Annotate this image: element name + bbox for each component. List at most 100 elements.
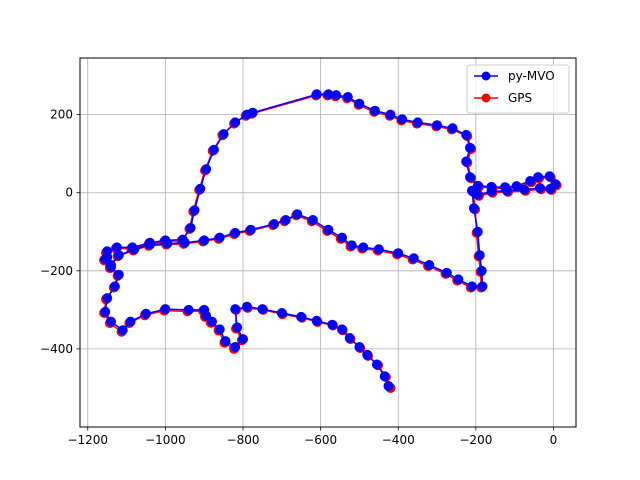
data-point-py-mvo: [102, 252, 113, 263]
data-point-py-mvo: [230, 117, 241, 128]
data-point-py-mvo: [195, 183, 206, 194]
axes-frame: [79, 57, 577, 428]
data-point-py-mvo: [109, 281, 120, 292]
data-point-py-mvo: [337, 324, 347, 335]
data-point-py-mvo: [141, 308, 151, 319]
data-point-py-mvo: [111, 242, 122, 253]
data-point-py-mvo: [534, 183, 545, 193]
data-point-py-mvo: [461, 156, 472, 167]
data-point-py-mvo: [323, 89, 334, 100]
x-tick-label: −400: [382, 433, 415, 447]
data-point-py-mvo: [280, 215, 291, 225]
data-point-py-mvo: [533, 172, 543, 183]
data-point-py-mvo: [199, 235, 210, 246]
y-tick-label: 200: [50, 108, 73, 122]
data-point-py-mvo: [292, 209, 303, 220]
data-point-py-mvo: [525, 176, 536, 186]
data-point-py-mvo: [393, 248, 404, 259]
data-point-py-mvo: [125, 316, 136, 327]
data-point-py-mvo: [208, 144, 219, 155]
data-point-py-mvo: [102, 293, 113, 304]
data-point-py-mvo: [545, 183, 556, 194]
x-tick-label: −1000: [145, 433, 186, 447]
data-point-py-mvo: [220, 336, 231, 347]
data-point-py-mvo: [424, 260, 435, 270]
data-point-py-mvo: [179, 237, 190, 248]
data-point-py-mvo: [296, 311, 307, 322]
x-tick-label: 0: [550, 433, 558, 447]
data-point-py-mvo: [189, 205, 200, 216]
data-point-py-mvo: [232, 322, 243, 333]
data-point-py-mvo: [468, 203, 479, 214]
legend-label-py-mvo: py-MVO: [508, 69, 555, 83]
x-tick-label: −600: [304, 433, 337, 447]
data-point-py-mvo: [276, 308, 287, 318]
data-point-py-mvo: [323, 224, 334, 235]
data-point-py-mvo: [441, 267, 452, 278]
data-point-py-mvo: [354, 342, 365, 352]
data-point-py-mvo: [397, 114, 408, 125]
data-point-py-mvo: [337, 232, 347, 243]
legend-box: [466, 64, 570, 114]
data-point-py-mvo: [476, 265, 487, 276]
y-tick-label: −200: [40, 264, 73, 278]
data-point-py-mvo: [241, 301, 252, 312]
data-point-py-mvo: [385, 109, 396, 120]
data-point-py-mvo: [185, 222, 196, 233]
data-point-py-mvo: [472, 226, 483, 237]
data-point-py-mvo: [477, 281, 488, 292]
data-point-py-mvo: [342, 92, 353, 102]
data-point-py-mvo: [467, 281, 477, 292]
data-point-py-mvo: [113, 250, 124, 261]
data-point-py-mvo: [307, 215, 318, 225]
x-tick-label: −200: [459, 433, 492, 447]
data-point-py-mvo: [113, 269, 124, 280]
legend: py-MVO GPS: [466, 64, 570, 114]
data-point-py-mvo: [354, 98, 365, 109]
data-point-py-mvo: [465, 142, 475, 153]
data-point-py-mvo: [230, 304, 241, 315]
data-point-py-mvo: [344, 333, 355, 343]
data-point-py-mvo: [371, 359, 382, 370]
data-point-py-mvo: [100, 306, 111, 317]
data-point-py-mvo: [311, 89, 322, 100]
x-axis-ticks: −1200 −1000 −800 −600 −400 −200 0: [67, 427, 557, 447]
data-point-py-mvo: [346, 240, 357, 251]
data-point-py-mvo: [331, 90, 342, 101]
data-point-py-mvo: [238, 334, 248, 345]
data-point-py-mvo: [214, 232, 225, 243]
data-point-py-mvo: [373, 244, 384, 255]
data-point-py-mvo: [327, 319, 338, 330]
data-point-py-mvo: [257, 304, 268, 315]
data-point-py-mvo: [544, 171, 555, 182]
data-point-py-mvo: [432, 120, 443, 131]
data-point-py-mvo: [501, 185, 512, 196]
data-point-py-mvo: [408, 253, 419, 264]
data-point-py-mvo: [106, 316, 116, 327]
data-point-py-mvo: [245, 224, 256, 235]
data-point-py-mvo: [117, 325, 128, 336]
data-point-py-mvo: [160, 304, 171, 315]
legend-swatch-gps-marker: [481, 93, 491, 103]
data-point-py-mvo: [362, 349, 373, 360]
data-point-py-mvo: [144, 239, 155, 250]
x-tick-label: −800: [227, 433, 260, 447]
y-tick-label: 0: [65, 186, 73, 200]
data-point-py-mvo: [183, 304, 194, 315]
data-point-py-mvo: [201, 164, 212, 175]
series-py-mvo: [100, 89, 561, 391]
data-point-py-mvo: [106, 260, 116, 270]
data-point-py-mvo: [474, 250, 485, 261]
data-point-py-mvo: [311, 315, 322, 326]
data-point-py-mvo: [447, 123, 458, 134]
legend-label-gps: GPS: [508, 91, 532, 105]
data-point-py-mvo: [412, 117, 423, 128]
data-point-py-mvo: [129, 244, 140, 255]
y-axis-ticks: −400 −200 0 200: [40, 108, 80, 356]
data-point-py-mvo: [230, 342, 241, 352]
data-point-py-mvo: [218, 129, 229, 140]
data-point-py-mvo: [519, 184, 530, 195]
data-point-py-mvo: [383, 381, 394, 391]
data-point-py-mvo: [486, 186, 497, 197]
